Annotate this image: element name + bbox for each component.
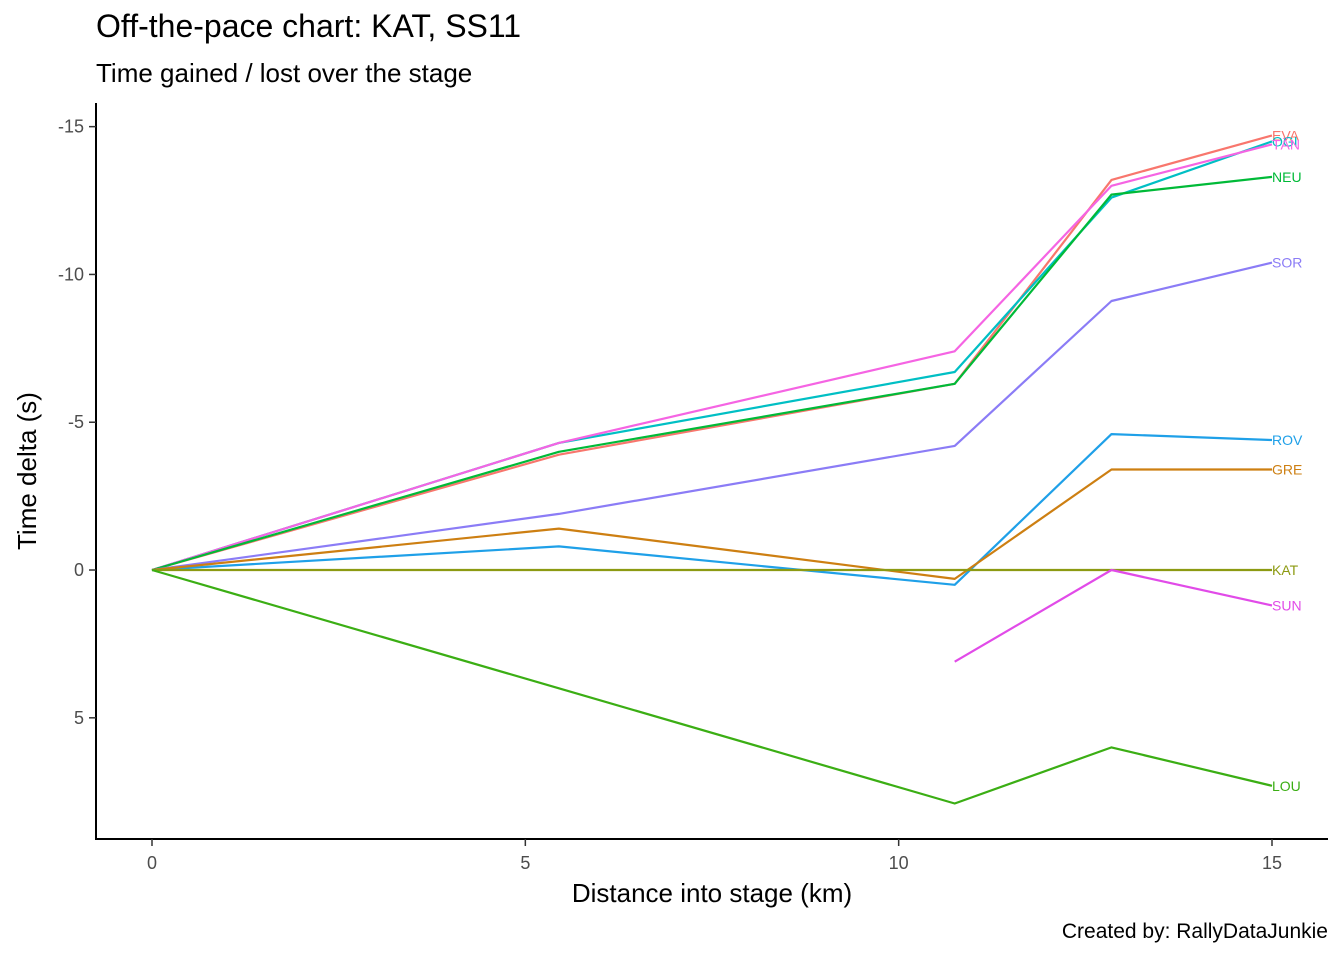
series-line-lou (151, 568, 1273, 805)
y-axis-title: Time delta (s) (12, 392, 42, 550)
y-tick-label: -5 (68, 412, 84, 432)
series-line-rov (151, 433, 1273, 586)
series-label: GRE (1272, 462, 1302, 478)
y-tick-label: 5 (74, 708, 84, 728)
x-tick-label: 5 (520, 853, 530, 873)
x-tick-label: 0 (147, 853, 157, 873)
chart-subtitle: Time gained / lost over the stage (96, 58, 473, 88)
series-label: KAT (1272, 562, 1299, 578)
series-label: LOU (1272, 778, 1301, 794)
series-label: TÄN (1272, 136, 1300, 152)
series-label: NEU (1272, 169, 1302, 185)
x-tick-label: 10 (889, 853, 909, 873)
axes (95, 103, 1328, 840)
chart-caption: Created by: RallyDataJunkie (1061, 920, 1328, 943)
series-line-neu (151, 175, 1273, 572)
y-tick-label: -15 (58, 117, 84, 137)
series-line-sun (954, 568, 1273, 663)
y-tick-label: 0 (74, 560, 84, 580)
series-label: EVA (1272, 128, 1300, 144)
plot-lines (151, 134, 1273, 805)
series-label: OGI (1272, 133, 1298, 149)
series-line-sor (151, 261, 1273, 572)
series-line-gre (151, 468, 1272, 581)
series-label: SOR (1272, 255, 1302, 271)
series-label: ROV (1272, 432, 1303, 448)
series-label: SUN (1272, 597, 1302, 613)
x-tick-label: 15 (1262, 853, 1282, 873)
series-line-ogi (151, 140, 1273, 572)
chart-title: Off-the-pace chart: KAT, SS11 (96, 8, 522, 44)
x-ticks: 0 5 10 15 (147, 839, 1282, 873)
series-line-eva (151, 134, 1273, 572)
x-axis-title: Distance into stage (km) (572, 878, 852, 908)
y-tick-label: -10 (58, 264, 84, 284)
series-line-tän (151, 143, 1273, 572)
y-ticks: -15 -10 -5 0 5 (58, 117, 96, 728)
